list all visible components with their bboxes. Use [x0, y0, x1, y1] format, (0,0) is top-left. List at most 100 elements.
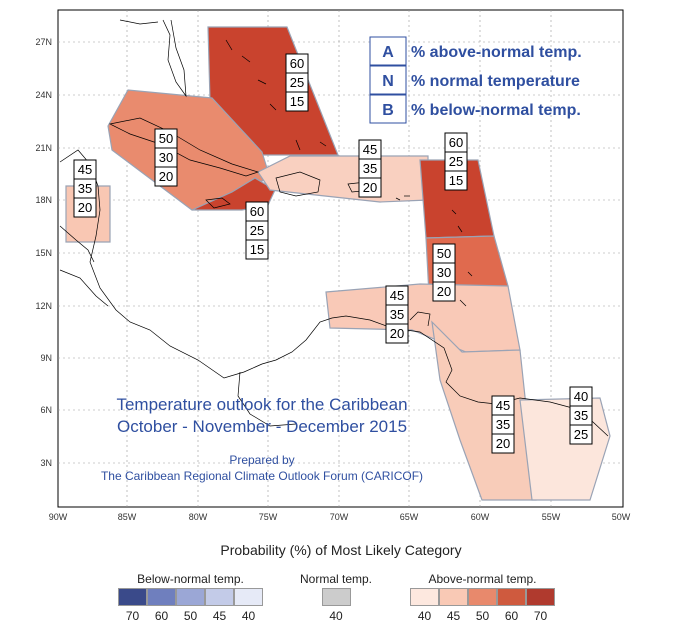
key-label-normal: % normal temperature [411, 73, 580, 90]
probability-boxes: 60 25 15 50 30 20 60 25 15 45 35 20 45 35 20 60 25 15 50 30… [73, 53, 593, 454]
prob-value: 20 [159, 169, 173, 184]
lon-label: 50W [612, 512, 631, 522]
below-normal-scale: Below-normal temp. 70 60 50 45 40 [118, 572, 263, 623]
normal-swatches [300, 588, 372, 606]
lat-label: 21N [35, 143, 52, 153]
normal-scale-number: 40 [329, 609, 343, 623]
key-label-below: % below-normal temp. [411, 102, 581, 119]
prob-box-belize: 45 35 20 [73, 159, 97, 218]
prob-value: 25 [250, 223, 264, 238]
above-scale-number: 50 [475, 609, 490, 623]
prob-value: 15 [250, 242, 264, 257]
longitude-labels: 90W 85W 80W 75W 70W 65W 60W 55W 50W [49, 512, 631, 522]
above-normal-swatches [410, 588, 555, 606]
normal-scale: Normal temp. 40 [300, 572, 372, 623]
prob-value: 25 [574, 427, 588, 442]
prob-cell [491, 433, 515, 454]
prob-value: 35 [496, 417, 510, 432]
prob-value: 20 [363, 180, 377, 195]
lon-label: 75W [259, 512, 278, 522]
prob-cell [385, 323, 409, 344]
normal-numbers: 40 [300, 609, 372, 623]
below-normal-swatches [118, 588, 263, 606]
prepared-by-org: The Caribbean Regional Climate Outlook F… [101, 469, 423, 483]
prob-value: 60 [449, 135, 463, 150]
prob-cell [285, 91, 309, 112]
map-title-line2: October - November - December 2015 [117, 417, 407, 436]
below-swatch [234, 588, 263, 606]
prob-cell [444, 170, 468, 191]
above-scale-number: 60 [504, 609, 519, 623]
below-scale-number: 50 [183, 609, 198, 623]
key-letter-normal: N [382, 73, 394, 90]
prob-value: 35 [363, 161, 377, 176]
prob-box-northern-lesser-antilles: 60 25 15 [444, 132, 468, 191]
prob-value: 35 [574, 408, 588, 423]
lat-label: 27N [35, 37, 52, 47]
prob-box-jamaica: 60 25 15 [245, 201, 269, 260]
prob-box-bahamas: 60 25 15 [285, 53, 309, 112]
below-swatch [176, 588, 205, 606]
lat-label: 24N [35, 90, 52, 100]
lon-label: 80W [189, 512, 208, 522]
lat-label: 15N [35, 248, 52, 258]
prob-value: 20 [390, 326, 404, 341]
above-swatch [439, 588, 468, 606]
lat-label: 12N [35, 301, 52, 311]
prob-cell [245, 239, 269, 260]
outlook-map: 27N 24N 21N 18N 15N 12N 9N 6N 3N 90W 85W… [35, 9, 631, 522]
map-title-line1: Temperature outlook for the Caribbean [116, 395, 407, 414]
below-swatch [147, 588, 176, 606]
prob-cell [432, 281, 456, 302]
lat-label: 18N [35, 195, 52, 205]
prob-value: 45 [78, 162, 92, 177]
prob-value: 60 [250, 204, 264, 219]
below-normal-numbers: 70 60 50 45 40 [118, 609, 263, 623]
lon-label: 90W [49, 512, 68, 522]
prob-value: 20 [78, 200, 92, 215]
below-swatch [205, 588, 234, 606]
above-scale-number: 70 [533, 609, 548, 623]
latitude-labels: 27N 24N 21N 18N 15N 12N 9N 6N 3N [35, 37, 52, 468]
above-swatch [526, 588, 555, 606]
prob-cell [73, 197, 97, 218]
prob-box-cuba-cayman: 50 30 20 [154, 128, 178, 187]
above-swatch [410, 588, 439, 606]
prob-value: 30 [159, 150, 173, 165]
prob-value: 30 [437, 265, 451, 280]
prob-value: 35 [390, 307, 404, 322]
lon-label: 85W [118, 512, 137, 522]
normal-label: Normal temp. [300, 572, 373, 586]
above-normal-label: Above-normal temp. [428, 572, 537, 586]
category-key: A N B % above-normal temp. % normal temp… [369, 36, 582, 124]
below-scale-number: 45 [212, 609, 227, 623]
lat-label: 6N [40, 405, 52, 415]
normal-swatch [321, 588, 351, 606]
prob-value: 15 [449, 173, 463, 188]
lon-label: 55W [542, 512, 561, 522]
lon-label: 70W [330, 512, 349, 522]
above-normal-scale: Above-normal temp. 40 45 50 60 70 [410, 572, 555, 623]
prob-value: 50 [437, 246, 451, 261]
above-swatch [468, 588, 497, 606]
above-scale-number: 40 [417, 609, 432, 623]
prob-box-hispaniola-puerto-rico: 45 35 20 [358, 139, 382, 198]
key-label-above: % above-normal temp. [411, 44, 582, 61]
prob-cell [569, 424, 593, 445]
lat-label: 9N [40, 353, 52, 363]
prob-value: 25 [449, 154, 463, 169]
above-normal-numbers: 40 45 50 60 70 [410, 609, 555, 623]
prob-value: 20 [496, 436, 510, 451]
below-scale-number: 60 [154, 609, 169, 623]
key-letter-below: B [382, 102, 394, 119]
below-swatch [118, 588, 147, 606]
below-normal-label: Below-normal temp. [137, 572, 244, 586]
prob-value: 25 [290, 75, 304, 90]
prob-value: 60 [290, 56, 304, 71]
prob-box-guyana: 45 35 20 [491, 395, 515, 454]
prob-value: 35 [78, 181, 92, 196]
prob-box-suriname-french-guiana: 40 35 25 [569, 386, 593, 445]
prob-value: 45 [390, 288, 404, 303]
lat-label: 3N [40, 458, 52, 468]
prob-value: 50 [159, 131, 173, 146]
